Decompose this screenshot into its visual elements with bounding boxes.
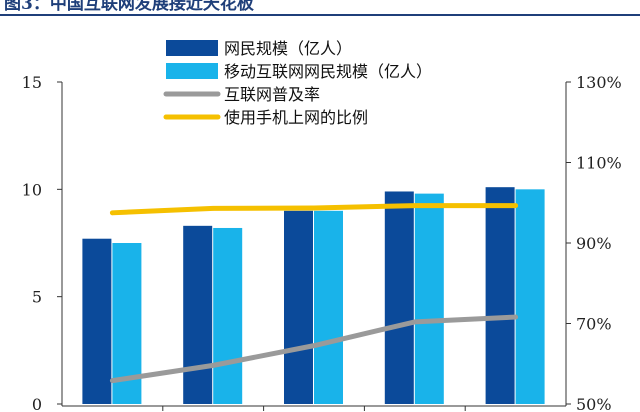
title-divider <box>0 14 640 16</box>
line-point <box>412 203 417 208</box>
legend-label: 使用手机上网的比例 <box>224 108 368 127</box>
axes: 0 5 10 15 50% 70% 90% 110% 130% <box>22 73 622 412</box>
left-tick-label: 10 <box>22 180 42 199</box>
right-tick-label: 70% <box>576 315 612 334</box>
line-point <box>110 378 115 383</box>
legend-swatch <box>166 40 218 56</box>
bar <box>384 191 414 404</box>
line-point <box>513 314 518 320</box>
line-point <box>311 205 317 211</box>
bar <box>414 193 444 404</box>
right-tick-label: 90% <box>576 234 612 253</box>
bar <box>183 225 213 404</box>
line-point <box>412 319 417 325</box>
line-point <box>211 363 216 368</box>
bar <box>314 210 343 404</box>
bar <box>515 189 545 404</box>
bar <box>284 210 313 404</box>
legend-label: 互联网普及率 <box>224 85 320 104</box>
left-tick-label: 5 <box>32 288 42 307</box>
bar <box>82 238 112 404</box>
left-tick-label: 15 <box>22 73 42 92</box>
line-point <box>513 203 518 208</box>
page-title: 图3：中国互联网发展接近天花板 <box>4 0 254 14</box>
lines <box>109 203 519 384</box>
right-tick-label: 130% <box>576 73 622 92</box>
bars <box>82 187 545 404</box>
bar <box>485 187 515 404</box>
right-tick-label: 50% <box>576 395 612 412</box>
line-point <box>211 206 216 211</box>
line-point <box>110 210 115 216</box>
bar <box>213 227 243 404</box>
legend-swatch <box>166 63 218 79</box>
legend-label: 移动互联网网民规模（亿人） <box>224 62 432 81</box>
line-point <box>311 343 317 348</box>
left-tick-label: 0 <box>32 395 42 412</box>
legend-label: 网民规模（亿人） <box>224 39 352 58</box>
right-tick-label: 110% <box>576 154 622 173</box>
